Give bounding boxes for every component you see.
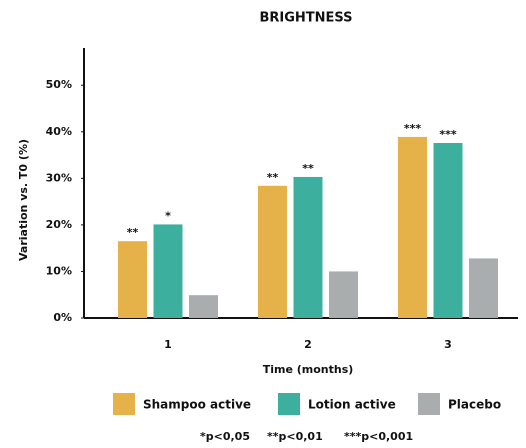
footnote: **p<0,01	[267, 430, 323, 443]
significance-label: *	[165, 209, 171, 222]
significance-label: **	[302, 162, 314, 175]
y-tick-label: 40%	[46, 125, 72, 138]
x-tick-label: 1	[164, 338, 172, 351]
y-tick-label: 0%	[53, 311, 72, 324]
bar	[258, 185, 287, 318]
y-axis-label: Variation vs. T0 (%)	[17, 139, 30, 261]
significance-label: **	[267, 171, 279, 184]
legend-swatch	[113, 393, 135, 415]
significance-label: ***	[439, 128, 457, 141]
x-axis-label: Time (months)	[263, 363, 354, 376]
y-tick-label: 30%	[46, 171, 72, 184]
bar	[189, 295, 218, 318]
chart-title: BRIGHTNESS	[259, 11, 352, 26]
bar	[398, 136, 427, 318]
significance-label: ***	[404, 122, 422, 135]
legend-swatch	[418, 393, 440, 415]
bar	[118, 241, 147, 318]
y-tick-label: 10%	[46, 264, 72, 277]
x-tick-label: 3	[444, 338, 452, 351]
significance-label: **	[127, 226, 139, 239]
legend-label: Lotion active	[308, 398, 396, 412]
bar	[153, 224, 183, 318]
footnote: ***p<0,001	[344, 430, 413, 443]
y-tick-label: 50%	[46, 78, 72, 91]
legend-swatch	[278, 393, 300, 415]
bar	[469, 258, 498, 318]
legend-label: Shampoo active	[143, 398, 251, 412]
legend-label: Placebo	[448, 398, 501, 412]
bar	[433, 142, 463, 318]
x-tick-label: 2	[304, 338, 312, 351]
y-tick-label: 20%	[46, 218, 72, 231]
footnote: *p<0,05	[200, 430, 250, 443]
bar	[329, 271, 358, 318]
bar	[293, 176, 323, 318]
